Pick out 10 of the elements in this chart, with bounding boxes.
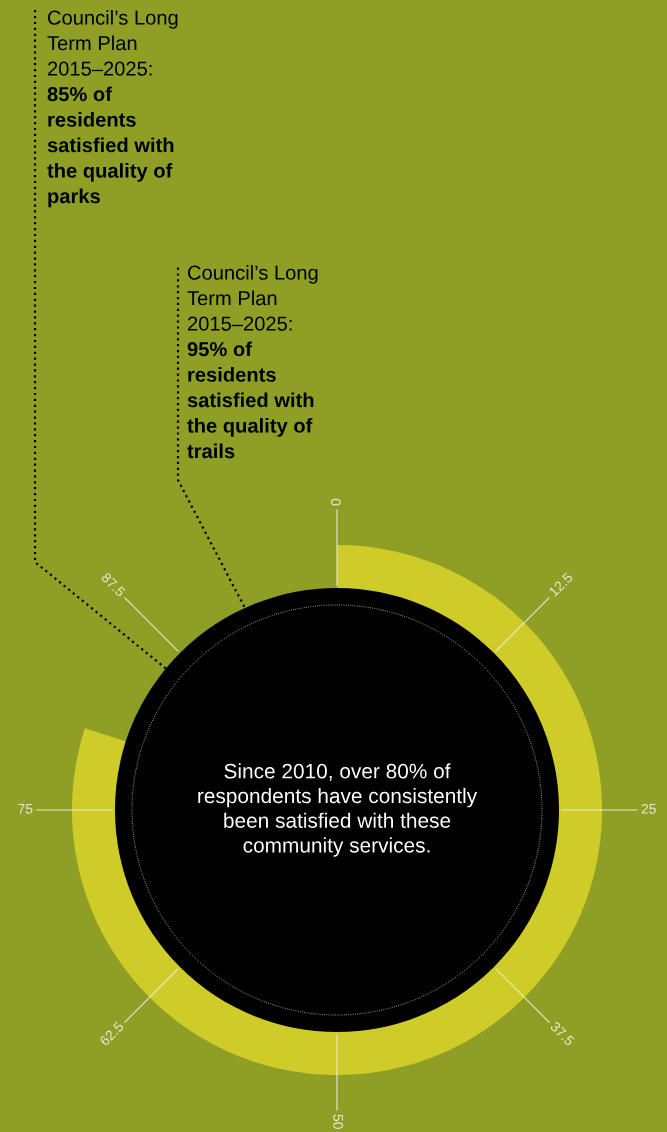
text: 87.5 [100,572,126,598]
text: 62.5 [99,1021,125,1047]
text: 25 [641,803,656,814]
text: Council’s Long Term Plan 2015–2025: 95% of residents satisfied with the quality of trails [187,265,318,459]
text: Council’s Long Term Plan 2015–2025: 85% of residents satisfied with the quality of parks [47,10,178,208]
text: 50 [333,1114,344,1129]
text: Since 2010, over 80% of respondents have consistently been satisfied with these community services. [198,763,478,857]
text: 75 [18,804,33,814]
text: 37.5 [549,1021,575,1047]
text: 0 [330,498,341,506]
